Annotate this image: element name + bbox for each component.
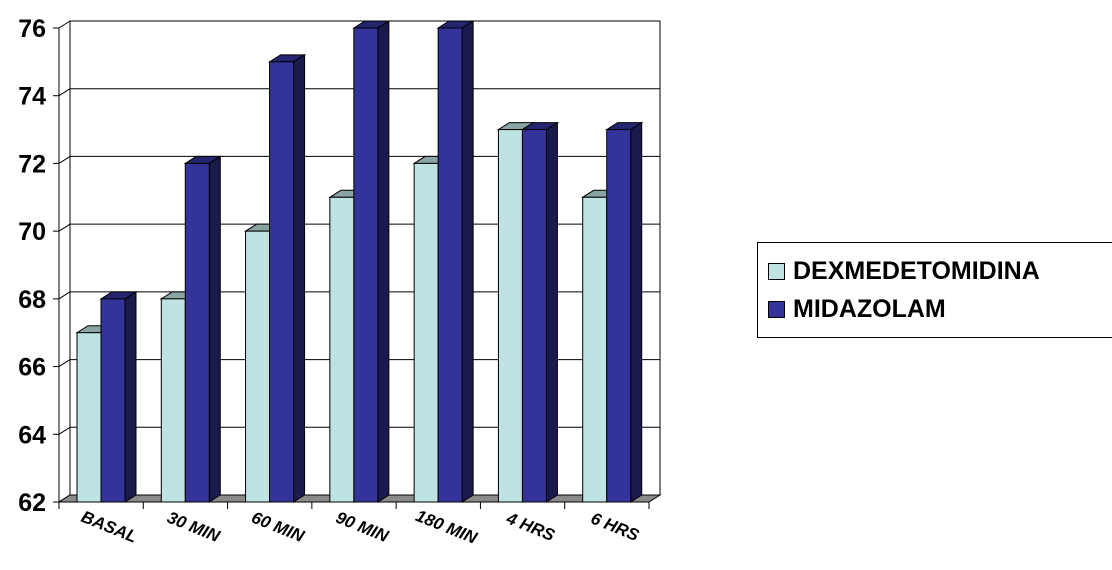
y-tick-label: 70 (18, 218, 46, 246)
y-tick-label: 62 (18, 489, 46, 517)
gridline-side (58, 156, 71, 164)
y-tick-label: 72 (18, 150, 46, 178)
x-tick-label: BASAL (78, 507, 139, 547)
x-tick-label: 4 HRS (503, 508, 558, 545)
legend-label-dexmedetomidina: DEXMEDETOMIDINA (793, 257, 1040, 285)
x-tick-label: 60 MIN (249, 508, 308, 546)
x-tick-label: 90 MIN (333, 508, 392, 546)
bar-midazolam-180-min (436, 20, 475, 503)
gridline-side (58, 291, 71, 300)
legend-item-dexmedetomidina: DEXMEDETOMIDINA (768, 257, 1040, 286)
gridline-side (58, 88, 71, 97)
y-tick-labels: 62 64 66 68 70 72 74 76 (18, 15, 46, 517)
gridline-side (58, 426, 71, 435)
x-tick-label: 30 MIN (165, 508, 224, 546)
gridline-side (58, 223, 71, 232)
y-tick-label: 66 (18, 354, 46, 382)
legend-label-midazolam: MIDAZOLAM (793, 295, 946, 323)
bar-midazolam-60-min (267, 53, 307, 503)
bar-midazolam-basal (99, 290, 138, 503)
legend: DEXMEDETOMIDINA MIDAZOLAM (757, 242, 1112, 338)
bar-midazolam-4-hrs (520, 121, 560, 503)
y-tick-label: 64 (18, 421, 46, 449)
y-tick-label: 68 (18, 286, 46, 314)
legend-swatch-dexmedetomidina (768, 263, 785, 280)
x-tick-label: 6 HRS (588, 509, 642, 546)
x-tick-label: 180 MIN (413, 506, 480, 548)
bars (75, 20, 644, 503)
gridline-side (58, 20, 71, 29)
legend-swatch-midazolam (768, 301, 785, 318)
bar-midazolam-6-hrs (604, 121, 644, 503)
legend-item-midazolam: MIDAZOLAM (768, 295, 946, 324)
bar-midazolam-30-min (183, 155, 223, 503)
y-tick-label: 76 (18, 15, 46, 43)
bar-midazolam-90-min (352, 20, 391, 503)
gridline-side (58, 359, 71, 367)
x-tick-labels: BASAL 30 MIN 60 MIN 90 MIN 180 MIN 4 HRS 6 HRS (78, 506, 642, 548)
y-tick-label: 74 (18, 83, 46, 111)
